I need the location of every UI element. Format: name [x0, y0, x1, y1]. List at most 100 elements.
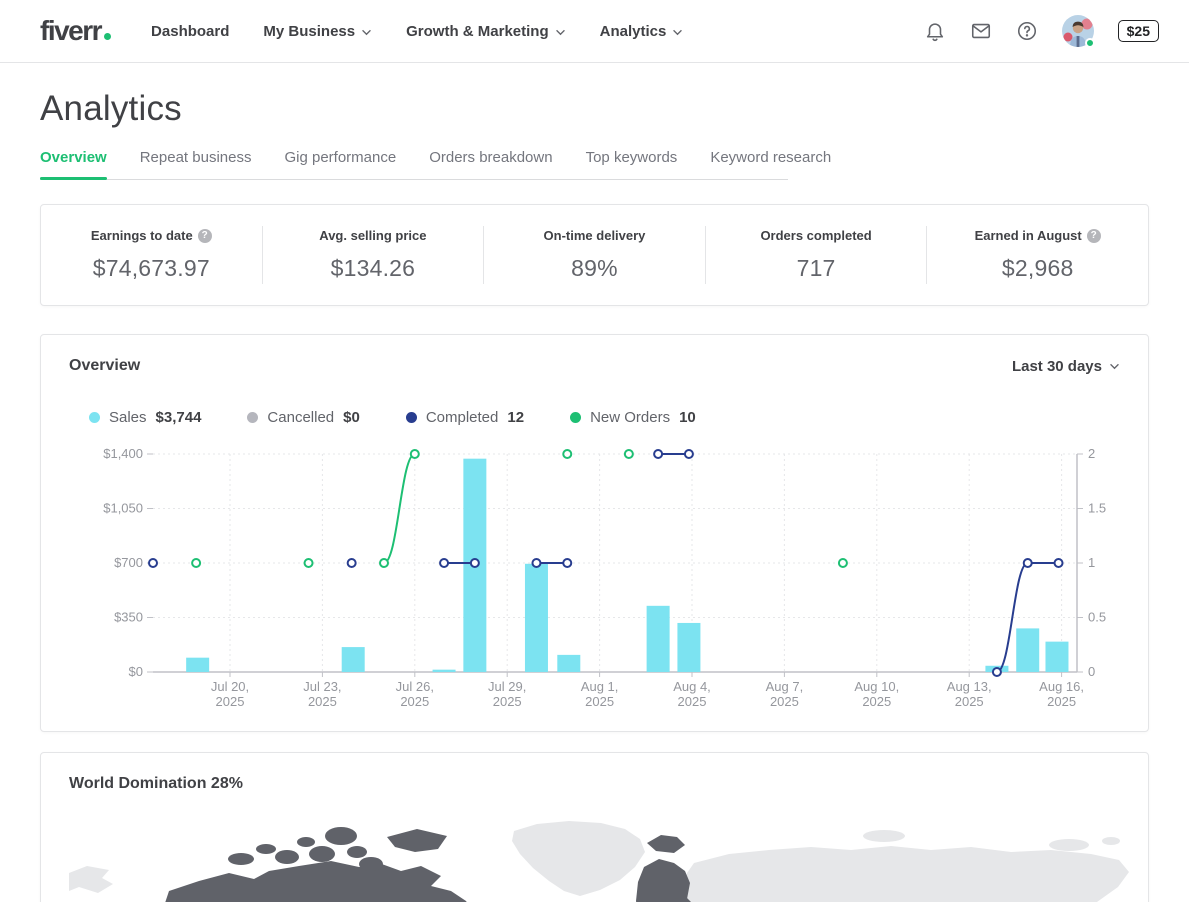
help-tooltip-icon[interactable]: ? [1087, 229, 1101, 243]
user-avatar[interactable] [1062, 15, 1094, 47]
map-region-arctic-island [359, 857, 383, 871]
svg-text:$350: $350 [114, 610, 143, 625]
map-region-north-america [153, 861, 490, 902]
legend-label: New Orders [590, 409, 670, 426]
nav-item-growth-marketing[interactable]: Growth & Marketing [406, 23, 566, 40]
world-map [69, 821, 1120, 902]
chevron-down-icon [672, 29, 683, 36]
legend-label: Sales [109, 409, 147, 426]
map-region-baffin [387, 829, 447, 852]
svg-text:2025: 2025 [493, 694, 522, 709]
stats-summary-card: Earnings to date ? $74,673.97 Avg. selli… [40, 204, 1149, 306]
map-region-arctic-island [1049, 839, 1089, 851]
nav-item-label: My Business [263, 23, 355, 40]
nav-item-label: Growth & Marketing [406, 23, 549, 40]
legend-value: 10 [679, 409, 696, 426]
map-region-arctic-island [297, 837, 315, 847]
svg-text:2025: 2025 [216, 694, 245, 709]
map-region-arctic-island [863, 830, 905, 842]
svg-text:2025: 2025 [955, 694, 984, 709]
legend-value: $0 [343, 409, 360, 426]
nav-item-label: Analytics [600, 23, 667, 40]
svg-text:1.5: 1.5 [1088, 501, 1106, 516]
map-region-arctic-island [275, 850, 299, 864]
nav-item-dashboard[interactable]: Dashboard [151, 23, 229, 40]
svg-text:Aug 4,: Aug 4, [673, 679, 711, 694]
nav-item-my-business[interactable]: My Business [263, 23, 372, 40]
tab-repeat-business[interactable]: Repeat business [140, 149, 252, 179]
chart-legend: Sales $3,744 Cancelled $0 Completed 12 N… [69, 409, 1120, 426]
map-region-chukotka [69, 866, 113, 893]
map-region-greenland [512, 821, 645, 896]
svg-text:2025: 2025 [308, 694, 337, 709]
stat-value: $2,968 [935, 255, 1140, 282]
map-region-arctic-island [309, 846, 335, 862]
svg-text:2: 2 [1088, 446, 1095, 461]
map-region-scandinavia [636, 859, 690, 902]
svg-text:Aug 16,: Aug 16, [1039, 679, 1084, 694]
stat-orders-completed: Orders completed 717 [706, 226, 928, 284]
overview-chart-card: Overview Last 30 days Sales $3,744 Cance… [40, 334, 1149, 732]
date-range-selector[interactable]: Last 30 days [1012, 358, 1120, 375]
svg-text:$700: $700 [114, 555, 143, 570]
svg-text:0: 0 [1088, 664, 1095, 679]
top-navigation-bar: fiverr Dashboard My Business Growth & Ma… [0, 0, 1189, 63]
legend-item-sales[interactable]: Sales $3,744 [89, 409, 201, 426]
messages-envelope-icon[interactable] [970, 20, 992, 42]
svg-text:Jul 29,: Jul 29, [488, 679, 526, 694]
online-status-dot [1085, 38, 1095, 48]
svg-text:Aug 7,: Aug 7, [766, 679, 804, 694]
legend-item-cancelled[interactable]: Cancelled $0 [247, 409, 359, 426]
nav-item-analytics[interactable]: Analytics [600, 23, 684, 40]
chevron-down-icon [1109, 363, 1120, 370]
world-map-svg [69, 821, 1149, 902]
help-question-icon[interactable] [1016, 20, 1038, 42]
world-domination-title: World Domination 28% [69, 775, 1120, 793]
svg-text:2025: 2025 [1047, 694, 1076, 709]
legend-value: 12 [507, 409, 524, 426]
svg-text:$0: $0 [129, 664, 143, 679]
svg-text:2025: 2025 [862, 694, 891, 709]
fiverr-logo[interactable]: fiverr [40, 15, 111, 47]
stat-value: $74,673.97 [49, 255, 254, 282]
svg-text:2025: 2025 [770, 694, 799, 709]
help-tooltip-icon[interactable]: ? [198, 229, 212, 243]
date-range-label: Last 30 days [1012, 358, 1102, 375]
svg-text:0.5: 0.5 [1088, 610, 1106, 625]
svg-text:2025: 2025 [678, 694, 707, 709]
fiverr-logo-text: fiverr [40, 15, 101, 47]
svg-text:1: 1 [1088, 555, 1095, 570]
stat-value: $134.26 [271, 255, 476, 282]
legend-dot-new-orders [570, 412, 581, 423]
legend-item-new-orders[interactable]: New Orders 10 [570, 409, 696, 426]
map-region-arctic-island [256, 844, 276, 854]
svg-text:$1,050: $1,050 [103, 501, 143, 516]
map-region-arctic-island [325, 827, 357, 845]
notifications-bell-icon[interactable] [924, 20, 946, 42]
legend-dot-cancelled [247, 412, 258, 423]
tab-keyword-research[interactable]: Keyword research [710, 149, 831, 179]
svg-text:Jul 20,: Jul 20, [211, 679, 249, 694]
chevron-down-icon [361, 29, 372, 36]
stat-label: Earnings to date [91, 228, 193, 243]
legend-label: Cancelled [267, 409, 334, 426]
tab-top-keywords[interactable]: Top keywords [586, 149, 678, 179]
stat-label: Avg. selling price [319, 228, 426, 243]
tab-gig-performance[interactable]: Gig performance [284, 149, 396, 179]
legend-item-completed[interactable]: Completed 12 [406, 409, 524, 426]
tab-orders-breakdown[interactable]: Orders breakdown [429, 149, 552, 179]
tab-overview[interactable]: Overview [40, 149, 107, 179]
stat-label: Orders completed [760, 228, 871, 243]
analytics-tabs: Overview Repeat business Gig performance… [40, 149, 788, 180]
sales-orders-chart: $1,400$1,050$700$350$021.510.50Jul 20,20… [69, 440, 1120, 717]
legend-dot-sales [89, 412, 100, 423]
chart-canvas: $1,400$1,050$700$350$021.510.50Jul 20,20… [69, 440, 1121, 712]
svg-text:2025: 2025 [585, 694, 614, 709]
stat-label: On-time delivery [544, 228, 646, 243]
fiverr-logo-dot [104, 33, 111, 40]
svg-text:Jul 26,: Jul 26, [396, 679, 434, 694]
balance-badge[interactable]: $25 [1118, 20, 1159, 42]
legend-value: $3,744 [156, 409, 202, 426]
svg-text:Aug 10,: Aug 10, [854, 679, 899, 694]
svg-text:Aug 13,: Aug 13, [947, 679, 992, 694]
